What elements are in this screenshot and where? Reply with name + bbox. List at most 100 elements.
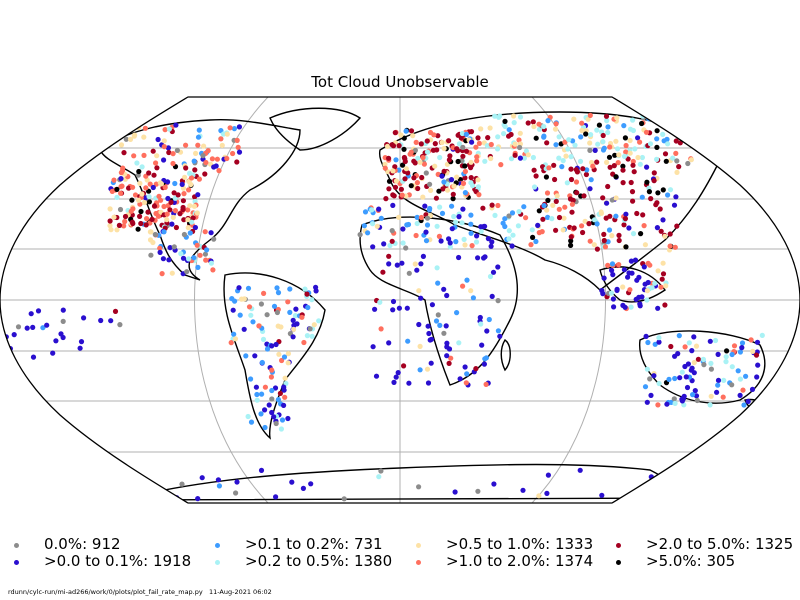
station-marker — [305, 304, 311, 311]
station-marker — [447, 240, 453, 246]
station-marker — [147, 237, 154, 243]
station-marker — [623, 149, 629, 155]
station-marker — [678, 117, 684, 123]
station-marker — [676, 333, 682, 339]
station-marker — [463, 148, 470, 154]
station-marker — [130, 220, 136, 227]
station-marker — [162, 184, 168, 190]
station-marker — [462, 175, 468, 181]
station-marker — [523, 215, 529, 221]
station-marker — [622, 135, 629, 141]
station-marker — [691, 359, 697, 366]
station-marker — [521, 155, 528, 161]
station-marker — [108, 227, 114, 233]
station-marker — [560, 158, 566, 164]
station-marker — [156, 193, 162, 199]
station-marker — [723, 354, 729, 360]
station-marker — [495, 134, 501, 140]
station-marker — [250, 319, 256, 325]
station-marker — [673, 138, 679, 144]
station-marker — [571, 225, 577, 231]
station-marker — [667, 243, 673, 249]
station-marker — [275, 397, 281, 403]
station-marker — [707, 402, 713, 408]
station-marker — [667, 187, 674, 193]
station-marker — [468, 165, 474, 171]
station-marker — [459, 130, 465, 137]
station-marker — [449, 203, 455, 209]
station-marker — [681, 402, 687, 408]
station-marker — [177, 211, 183, 217]
station-marker — [151, 203, 158, 209]
station-marker — [81, 315, 87, 321]
station-marker — [282, 394, 288, 400]
station-marker — [469, 139, 475, 145]
station-marker — [478, 228, 484, 234]
station-marker — [447, 153, 453, 159]
station-marker — [183, 165, 189, 171]
station-marker — [509, 243, 515, 249]
station-marker — [192, 224, 198, 231]
station-marker — [180, 185, 187, 191]
station-marker — [625, 274, 631, 280]
station-marker — [568, 166, 574, 172]
station-marker — [209, 156, 215, 162]
station-marker — [441, 286, 447, 292]
station-marker — [137, 213, 143, 219]
station-marker — [673, 150, 679, 156]
station-marker — [230, 150, 236, 157]
station-marker — [663, 158, 669, 164]
station-marker — [745, 398, 751, 404]
station-marker — [672, 375, 678, 382]
station-marker — [161, 144, 167, 150]
station-marker — [281, 402, 287, 408]
station-marker — [127, 136, 134, 142]
station-marker — [665, 475, 672, 481]
map-title: Tot Cloud Unobservable — [311, 73, 489, 91]
station-marker — [147, 181, 153, 187]
station-marker — [677, 375, 683, 381]
station-marker — [203, 257, 209, 263]
station-marker — [688, 157, 695, 163]
station-marker — [550, 202, 556, 208]
station-marker — [509, 210, 516, 216]
legend-marker — [14, 543, 19, 548]
station-marker — [639, 194, 645, 200]
station-marker — [637, 139, 643, 145]
station-marker — [202, 171, 208, 177]
station-marker — [481, 361, 487, 367]
station-marker — [712, 337, 719, 344]
station-marker — [660, 217, 666, 223]
station-marker — [559, 164, 565, 170]
station-marker — [644, 297, 650, 303]
station-marker — [423, 238, 430, 244]
station-marker — [396, 305, 402, 311]
station-marker — [166, 257, 172, 263]
station-marker — [560, 227, 566, 233]
station-marker — [623, 211, 629, 217]
station-marker — [723, 359, 729, 365]
station-marker — [605, 183, 611, 190]
station-marker — [389, 238, 395, 244]
station-marker — [621, 222, 627, 228]
station-marker — [638, 231, 644, 237]
legend-marker — [215, 543, 220, 548]
station-marker — [494, 146, 501, 152]
station-marker — [404, 305, 410, 311]
station-marker — [200, 153, 206, 159]
station-marker — [653, 202, 659, 208]
station-marker — [234, 479, 240, 485]
station-marker — [729, 351, 735, 358]
station-marker — [258, 467, 265, 473]
station-marker — [245, 285, 252, 291]
station-marker — [264, 346, 271, 352]
station-marker — [421, 161, 427, 167]
station-marker — [715, 382, 721, 388]
station-marker — [724, 348, 730, 354]
station-marker — [530, 154, 537, 161]
station-marker — [551, 162, 557, 168]
station-marker — [595, 141, 601, 147]
station-marker — [632, 146, 638, 152]
station-marker — [399, 192, 405, 198]
station-marker — [114, 186, 120, 192]
